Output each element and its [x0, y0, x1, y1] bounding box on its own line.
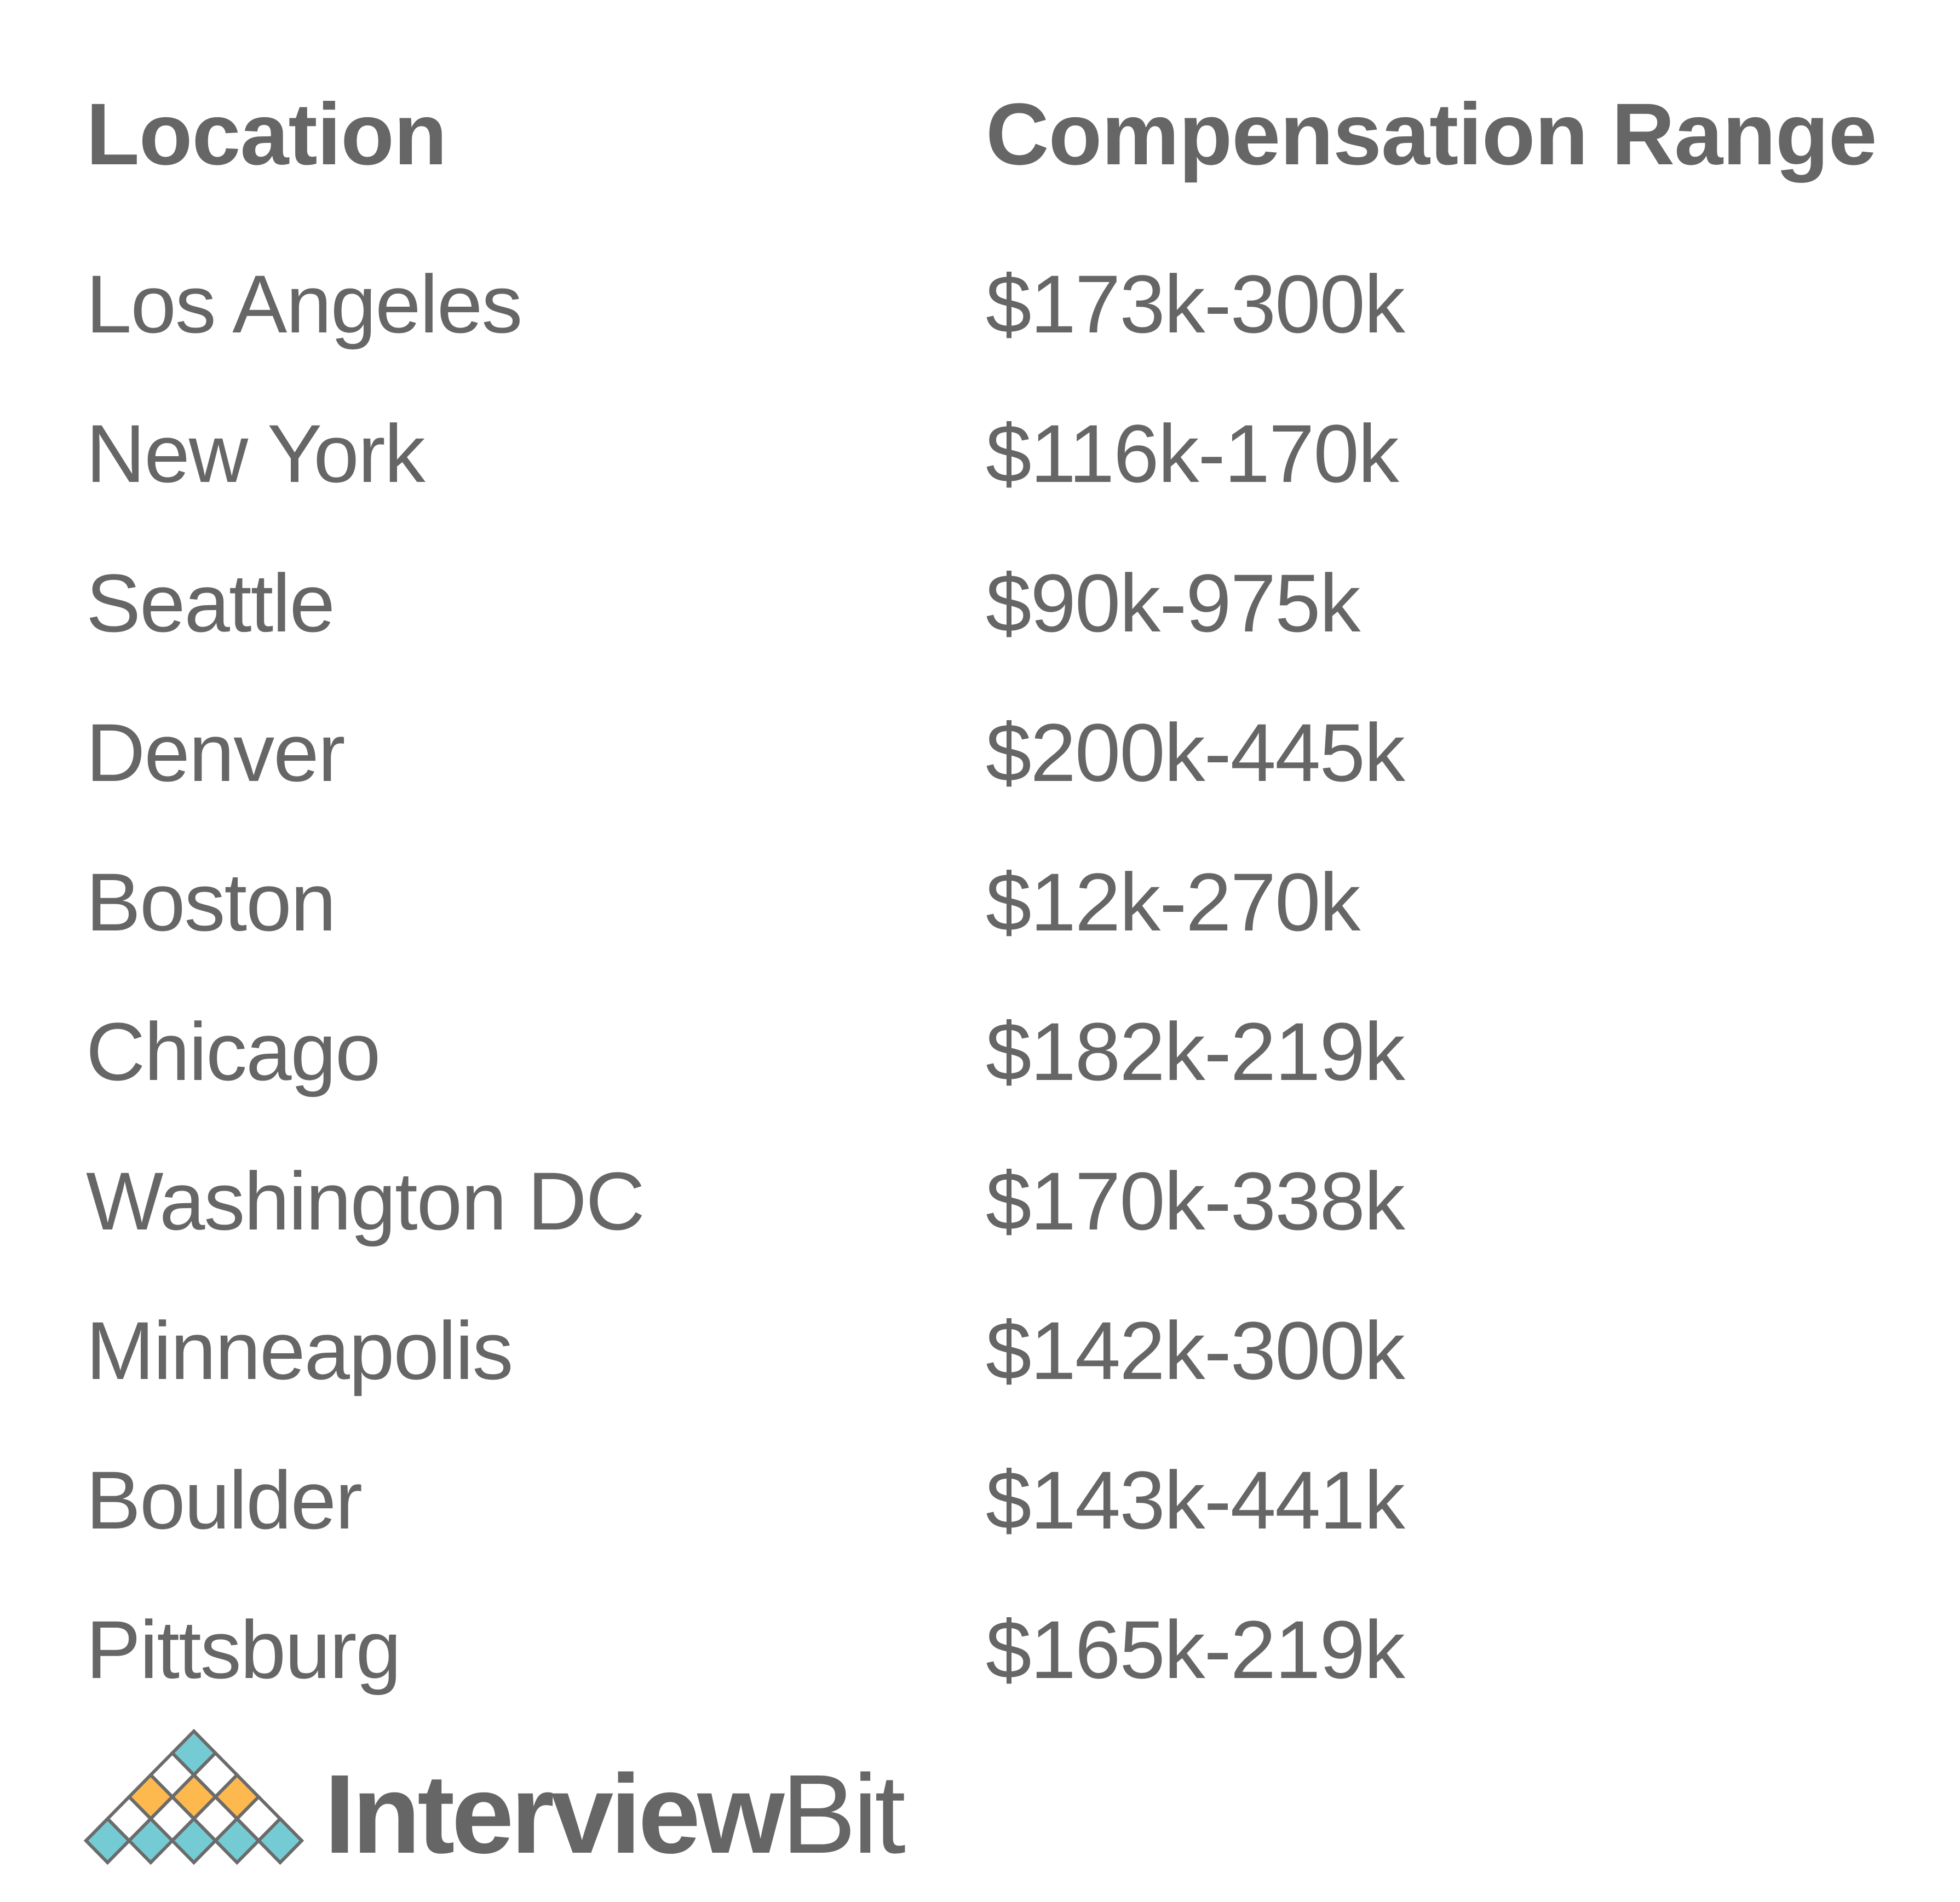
table-row: Boston $12k-270k — [0, 861, 1960, 1010]
compensation-range-cell: $182k-219k — [986, 1005, 1405, 1097]
brand-text-regular: Bit — [781, 1751, 906, 1877]
interviewbit-wordmark: InterviewBit — [324, 1758, 906, 1870]
logo-diamond — [170, 1816, 218, 1865]
location-cell: Boulder — [86, 1454, 363, 1546]
compensation-range-cell: $200k-445k — [986, 706, 1405, 798]
compensation-range-cell: $165k-219k — [986, 1604, 1405, 1696]
compensation-range-cell: $116k-170k — [986, 407, 1399, 499]
location-cell: Seattle — [86, 557, 335, 649]
table-row: Boulder $143k-441k — [0, 1459, 1960, 1608]
logo-diamond — [127, 1816, 175, 1865]
location-cell: Boston — [86, 856, 336, 948]
compensation-range-cell: $90k-975k — [986, 557, 1360, 649]
interviewbit-logo-icon — [83, 1728, 304, 1865]
logo-diamond — [83, 1816, 132, 1865]
location-cell: Pittsburg — [86, 1604, 401, 1696]
table-row: Minneapolis $142k-300k — [0, 1309, 1960, 1459]
header-location: Location — [86, 85, 447, 183]
location-cell: Minneapolis — [86, 1305, 513, 1397]
compensation-range-cell: $12k-270k — [986, 856, 1360, 948]
table-row: New York $116k-170k — [0, 412, 1960, 562]
header-compensation-range: Compensation Range — [986, 85, 1877, 183]
compensation-range-cell: $143k-441k — [986, 1454, 1405, 1546]
table-row: Pittsburg $165k-219k — [0, 1608, 1960, 1758]
location-cell: Washington DC — [86, 1155, 645, 1247]
location-cell: New York — [86, 407, 426, 499]
location-cell: Los Angeles — [86, 258, 522, 350]
compensation-range-cell: $173k-300k — [986, 258, 1405, 350]
logo-diamond — [213, 1816, 261, 1865]
compensation-range-cell: $170k-338k — [986, 1155, 1405, 1247]
table-row: Denver $200k-445k — [0, 711, 1960, 861]
table-row: Los Angeles $173k-300k — [0, 263, 1960, 412]
table-row: Washington DC $170k-338k — [0, 1160, 1960, 1309]
logo-diamond — [256, 1816, 304, 1865]
table-row: Seattle $90k-975k — [0, 562, 1960, 711]
table-row: Chicago $182k-219k — [0, 1010, 1960, 1160]
brand-text-bold: Interview — [324, 1751, 785, 1877]
location-cell: Chicago — [86, 1005, 381, 1097]
location-cell: Denver — [86, 706, 346, 798]
compensation-range-cell: $142k-300k — [986, 1305, 1405, 1397]
